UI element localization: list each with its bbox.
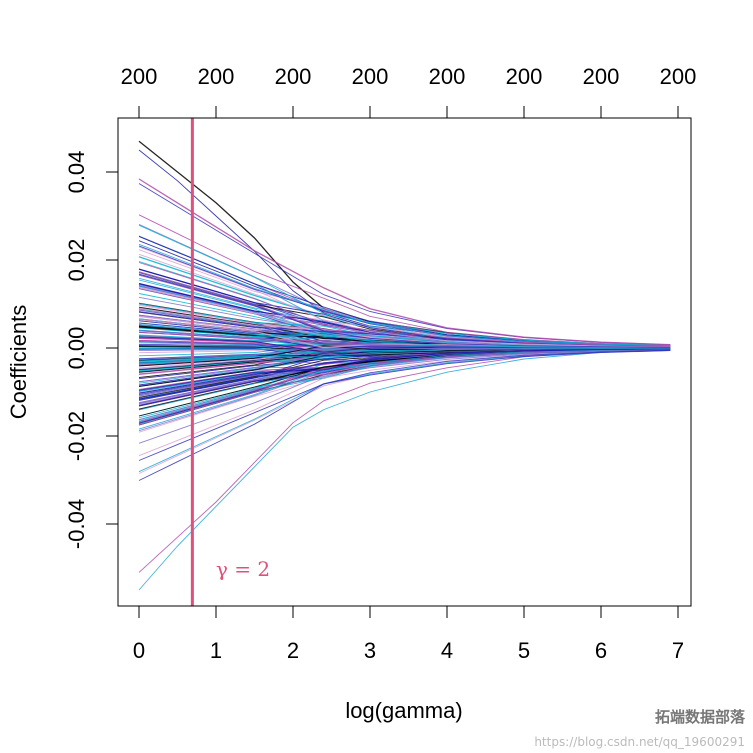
y-axis: -0.04 -0.02 0.00 0.02 0.04	[64, 151, 119, 549]
series-line	[138, 286, 671, 348]
series-lines	[138, 140, 671, 591]
top-axis: 200 200 200 200 200 200 200 200	[121, 64, 697, 119]
x-tick-label: 1	[210, 638, 222, 663]
series-line	[138, 349, 671, 444]
series-line	[138, 348, 671, 420]
series-line	[138, 347, 671, 364]
y-tick-label: -0.02	[64, 411, 89, 461]
top-tick-label: 200	[429, 64, 466, 89]
watermark-title: 拓端数据部落	[654, 708, 745, 726]
x-tick-label: 7	[672, 638, 684, 663]
series-line	[138, 348, 671, 411]
series-line	[138, 140, 671, 348]
top-tick-label: 200	[275, 64, 312, 89]
x-axis-label: log(gamma)	[345, 698, 462, 723]
x-tick-label: 4	[441, 638, 453, 663]
series-line	[138, 348, 671, 391]
series-line	[138, 262, 671, 347]
series-line	[138, 349, 671, 591]
series-line	[138, 243, 671, 347]
series-line	[138, 327, 671, 349]
y-tick-label: 0.02	[64, 239, 89, 282]
x-tick-label: 2	[287, 638, 299, 663]
x-tick-label: 6	[595, 638, 607, 663]
top-tick-label: 200	[352, 64, 389, 89]
top-tick-label: 200	[583, 64, 620, 89]
x-axis: 0 1 2 3 4 5 6 7	[133, 605, 684, 663]
top-tick-label: 200	[121, 64, 158, 89]
series-line	[138, 178, 671, 346]
top-tick-label: 200	[506, 64, 543, 89]
y-tick-label: 0.04	[64, 151, 89, 194]
y-axis-label: Coefficients	[6, 305, 31, 420]
x-tick-label: 3	[364, 638, 376, 663]
series-line	[138, 224, 671, 347]
x-tick-label: 0	[133, 638, 145, 663]
top-tick-label: 200	[660, 64, 697, 89]
gamma-annotation: γ = 2	[216, 557, 270, 581]
series-line	[138, 214, 671, 346]
series-line	[138, 273, 671, 348]
y-tick-label: -0.04	[64, 499, 89, 549]
y-tick-label: 0.00	[64, 327, 89, 370]
watermark-url: https://blog.csdn.net/qq_19600291	[534, 735, 745, 749]
series-line	[138, 311, 671, 348]
x-tick-label: 5	[518, 638, 530, 663]
series-line	[138, 349, 671, 461]
top-tick-label: 200	[198, 64, 235, 89]
